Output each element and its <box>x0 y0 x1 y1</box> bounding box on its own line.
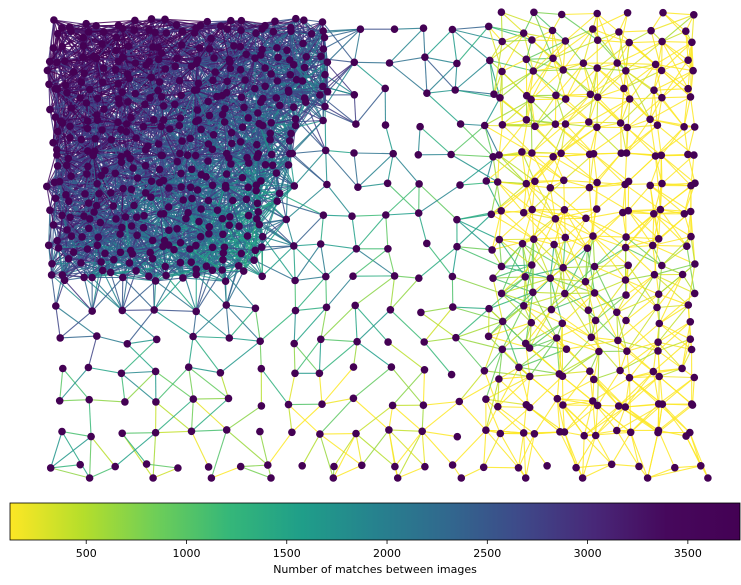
match-graph <box>43 8 712 481</box>
graph-edges <box>47 12 708 478</box>
graph-edge <box>325 107 326 151</box>
graph-edge <box>325 62 354 106</box>
graph-edge <box>323 22 355 62</box>
graph-edge <box>325 107 356 125</box>
